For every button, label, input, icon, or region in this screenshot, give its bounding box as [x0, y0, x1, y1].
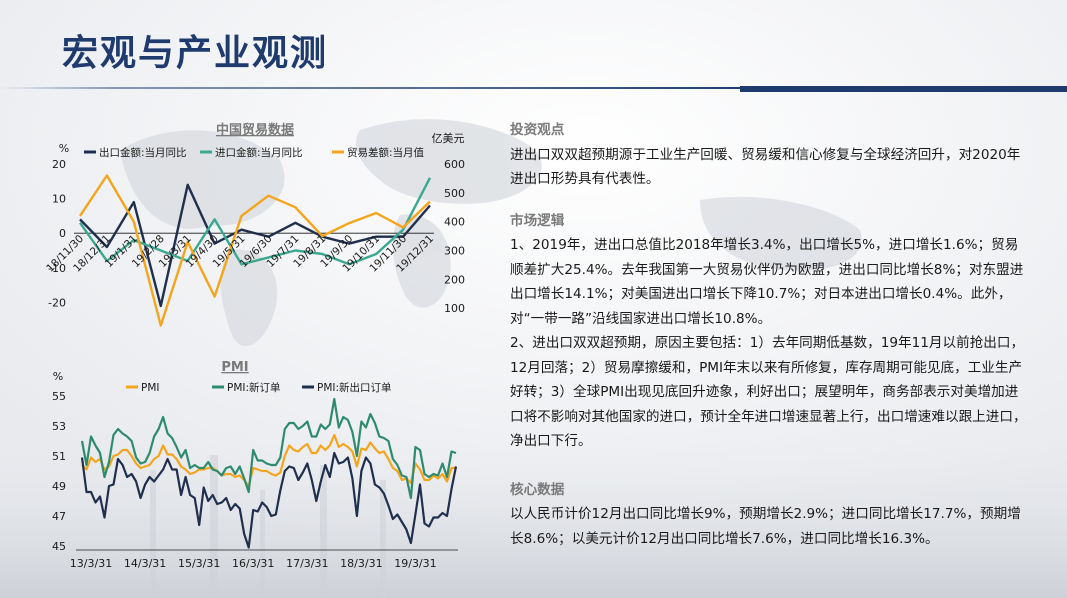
invest-body: 进出口双双超预期源于工业生产回暖、贸易缓和信心修复与全球经济回升，对2020年进… [510, 146, 1021, 188]
pmi-x-tick-label: 18/3/31 [340, 557, 382, 570]
core-body: 以人民币计价12月出口同比增长9%，预期增长2.9%；进口同比增长17.7%，预… [510, 506, 1021, 547]
pmi-legend-label: PMI [141, 382, 160, 394]
trade-chart-title: 中国贸易数据 [216, 122, 294, 138]
pmi-tick-label: 51 [52, 450, 66, 463]
pmi-x-tick-label: 16/3/31 [232, 557, 274, 570]
logic-paragraph-2: 2、进出口双双超预期，原因主要包括：1）去年同期低基数，19年11月以前抢出口，… [510, 335, 1027, 449]
invest-heading: 投资观点 [510, 122, 565, 138]
trade-right-tick-label: 400 [444, 216, 465, 229]
logic-paragraph-1: 1、2019年，进出口总值比2018年增长3.4%，出口增长5%，进口增长1.6… [510, 237, 1024, 327]
trade-right-tick-label: 500 [444, 187, 465, 200]
trade-legend-label: 进口金额:当月同比 [215, 146, 303, 159]
trade-series-line-0 [79, 183, 431, 308]
pmi-tick-label: 47 [52, 510, 66, 523]
pmi-legend-label: PMI:新订单 [227, 381, 281, 394]
pmi-series-line-1 [80, 397, 457, 500]
logic-heading: 市场逻辑 [510, 212, 565, 229]
pmi-tick-label: 55 [52, 390, 66, 403]
trade-left-tick-label: -10 [48, 262, 66, 275]
trade-right-tick-label: 100 [444, 302, 465, 315]
pmi-x-tick-label: 14/3/31 [124, 557, 166, 570]
trade-series-line-2 [79, 174, 431, 327]
pmi-tick-label: 45 [52, 540, 66, 553]
pmi-axis-unit: % [53, 370, 63, 383]
core-heading: 核心数据 [510, 481, 565, 498]
pmi-chart-title: PMI [221, 360, 248, 375]
pmi-series-line-2 [80, 451, 458, 549]
trade-right-axis-unit: 亿美元 [432, 132, 465, 145]
trade-legend-label: 出口金额:当月同比 [99, 146, 187, 159]
trade-left-axis-unit: % [59, 142, 69, 155]
trade-left-tick-label: 0 [59, 227, 66, 240]
trade-left-tick-label: -20 [48, 296, 66, 309]
trade-right-tick-label: 600 [444, 158, 465, 171]
trade-left-tick-label: 10 [52, 193, 66, 206]
commentary-panel: 投资观点 进出口双双超预期源于工业生产回暖、贸易缓和信心修复与全球经济回升，对2… [510, 118, 1030, 551]
pmi-tick-label: 53 [52, 420, 66, 433]
pmi-x-tick-label: 19/3/31 [394, 557, 436, 570]
pmi-series-line-0 [81, 433, 456, 488]
pmi-tick-label: 49 [52, 480, 66, 493]
trade-right-tick-label: 300 [444, 245, 465, 258]
trade-legend-label: 贸易差额:当月值 [347, 146, 425, 159]
trade-left-tick-label: 20 [52, 158, 66, 171]
pmi-legend-label: PMI:新出口订单 [317, 381, 392, 394]
trade-right-tick-label: 200 [444, 273, 465, 286]
page-title: 宏观与产业观测 [62, 33, 329, 74]
pmi-x-tick-label: 15/3/31 [178, 557, 220, 570]
title-underline [0, 86, 1067, 92]
pmi-chart: PMI% PMI PMI:新订单 PMI:新出口订单 55 53 51 49 47 45 13/3/… [52, 360, 458, 570]
pmi-x-tick-label: 13/3/31 [70, 557, 112, 570]
pmi-x-tick-label: 17/3/31 [286, 557, 328, 570]
